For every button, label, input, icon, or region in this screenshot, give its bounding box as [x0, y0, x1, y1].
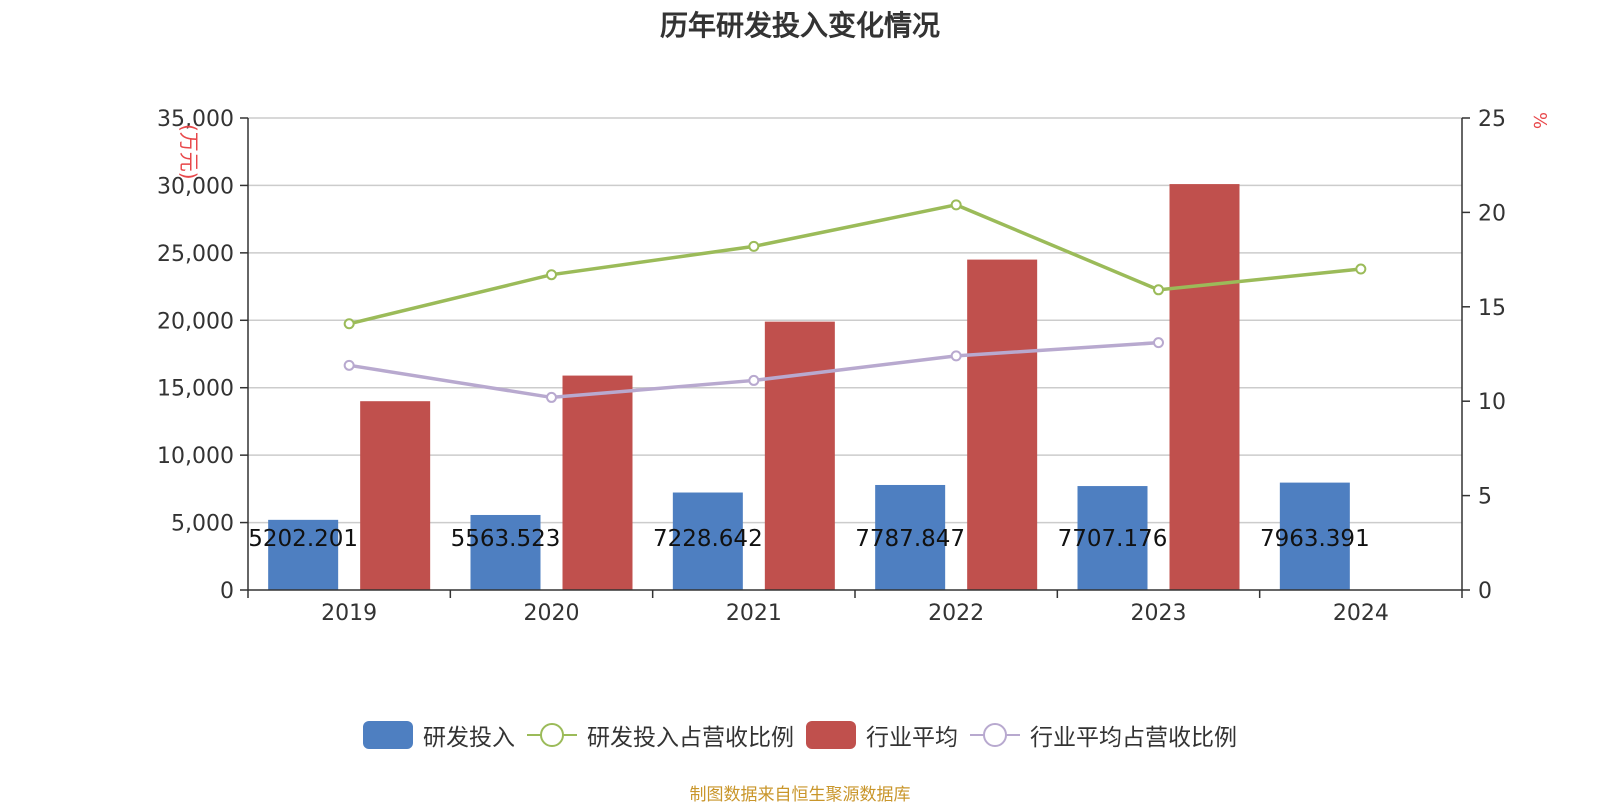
line-rd-ratio[interactable] — [348, 203, 1362, 326]
legend-item[interactable]: 研发投入占营收比例 — [527, 718, 794, 752]
line-point[interactable] — [1355, 263, 1367, 275]
line-point[interactable] — [1153, 284, 1164, 296]
bar-data-label: 7963.391 — [1260, 526, 1370, 552]
legend: 研发投入 研发投入占营收比例 行业平均 行业平均占营收比例 — [0, 718, 1600, 752]
y-left-tick-label: 35,000 — [157, 107, 234, 132]
legend-label: 行业平均 — [866, 725, 958, 751]
bar-industry-average[interactable] — [1169, 184, 1240, 590]
x-tick-label: 2023 — [1131, 601, 1187, 626]
bar-rd-investment[interactable] — [268, 519, 339, 590]
bar-rd-investment[interactable] — [875, 484, 946, 590]
y-left-tick-label: 15,000 — [157, 377, 234, 402]
line-point[interactable] — [748, 374, 760, 386]
y-left-tick-label: 10,000 — [157, 444, 234, 469]
legend-swatch — [806, 721, 856, 749]
bar-industry-average[interactable] — [360, 401, 431, 590]
bar-industry-average[interactable] — [967, 259, 1038, 590]
y-left-axis-label: (万元) — [177, 124, 201, 180]
y-left-tick-label: 5,000 — [171, 512, 234, 537]
x-tick-label: 2022 — [928, 601, 984, 626]
line-point[interactable] — [1153, 337, 1164, 349]
source-note: 制图数据来自恒生聚源数据库 — [689, 785, 911, 805]
y-right-tick-label: 0 — [1478, 579, 1492, 604]
legend-label: 研发投入 — [423, 725, 515, 751]
x-tick-label: 2021 — [726, 601, 782, 626]
legend-swatch — [363, 721, 413, 749]
legend-swatch — [970, 723, 1020, 747]
bar-data-label: 7228.642 — [653, 526, 763, 552]
x-tick-label: 2024 — [1333, 601, 1389, 626]
line-point[interactable] — [950, 199, 962, 211]
line-point[interactable] — [748, 240, 760, 252]
line-point[interactable] — [343, 359, 355, 371]
line-point[interactable] — [546, 391, 557, 403]
y-left-tick-label: 0 — [220, 579, 234, 604]
y-left-tick-label: 25,000 — [157, 242, 234, 267]
legend-label: 研发投入占营收比例 — [587, 725, 794, 751]
y-left-tick-label: 30,000 — [157, 174, 234, 199]
bar-data-label: 7707.176 — [1058, 526, 1168, 552]
y-right-tick-label: 20 — [1478, 201, 1506, 226]
bar-rd-investment[interactable] — [1279, 482, 1350, 590]
bar-rd-investment[interactable] — [470, 514, 541, 590]
legend-label: 行业平均占营收比例 — [1030, 725, 1237, 751]
bar-rd-investment[interactable] — [672, 492, 743, 590]
legend-item[interactable]: 研发投入 — [363, 718, 515, 752]
y-right-tick-label: 15 — [1478, 296, 1506, 321]
legend-swatch — [527, 723, 577, 747]
x-tick-label: 2019 — [321, 601, 377, 626]
bar-industry-average[interactable] — [562, 375, 633, 590]
legend-item[interactable]: 行业平均占营收比例 — [970, 718, 1237, 752]
line-point[interactable] — [546, 269, 557, 281]
y-right-tick-label: 5 — [1478, 485, 1492, 510]
bar-data-label: 5202.201 — [248, 526, 358, 552]
bar-data-label: 5563.523 — [451, 526, 561, 552]
y-right-axis-label: % — [1529, 112, 1550, 129]
line-point[interactable] — [950, 350, 962, 362]
chart-title: 历年研发投入变化情况 — [659, 9, 940, 42]
line-point[interactable] — [343, 318, 355, 330]
legend-item[interactable]: 行业平均 — [806, 718, 958, 752]
y-right-tick-label: 25 — [1478, 107, 1506, 132]
x-tick-label: 2020 — [524, 601, 580, 626]
bar-data-label: 7787.847 — [855, 526, 965, 552]
bar-industry-average[interactable] — [764, 321, 835, 590]
bar-rd-investment[interactable] — [1077, 486, 1148, 590]
y-left-tick-label: 20,000 — [157, 309, 234, 334]
y-right-tick-label: 10 — [1478, 390, 1506, 415]
